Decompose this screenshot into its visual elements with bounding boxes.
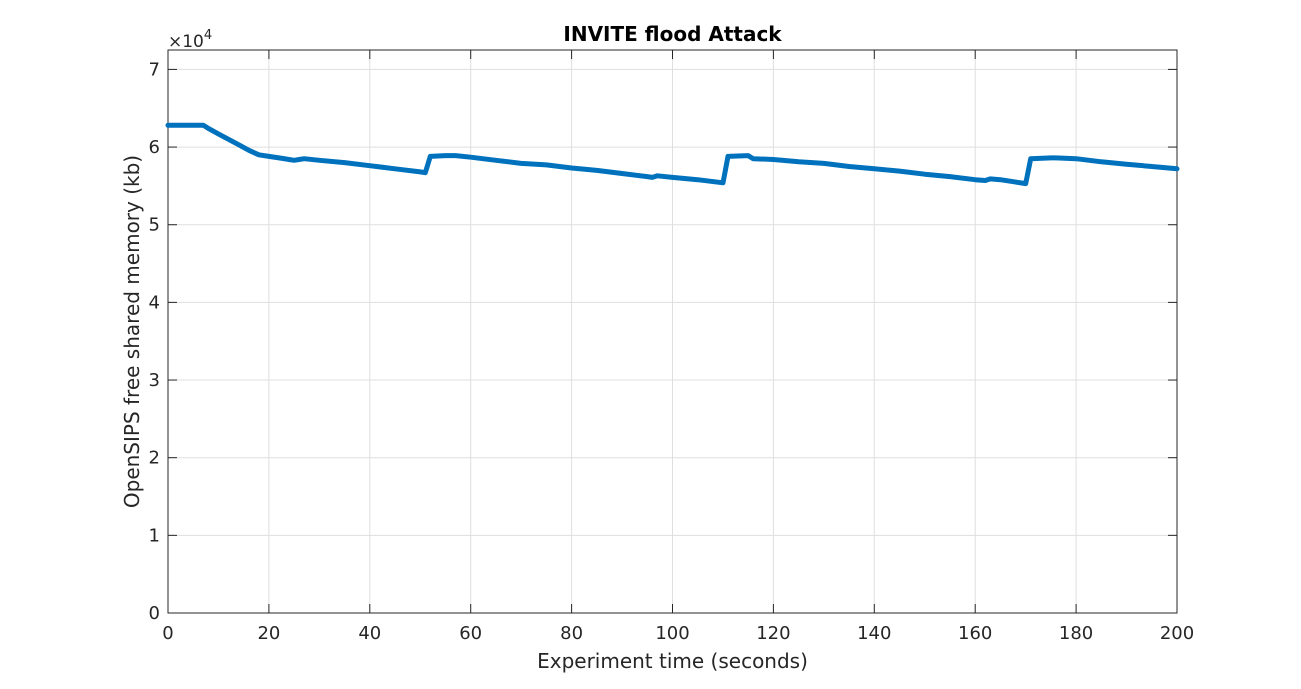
x-tick-label: 200 xyxy=(1160,623,1194,644)
x-tick-label: 60 xyxy=(459,623,482,644)
x-tick-label: 20 xyxy=(257,623,280,644)
x-tick-label: 100 xyxy=(655,623,689,644)
y-exponent-power: 4 xyxy=(204,28,212,43)
axis-ticks: 0 20 40 60 80 100 120 140 160 180 200 0 1 2 3 4 5 6 7 xyxy=(149,50,1194,644)
x-tick-label: 120 xyxy=(756,623,790,644)
y-tick-label: 0 xyxy=(149,603,160,624)
y-tick-label: 2 xyxy=(149,448,160,469)
series-layer xyxy=(165,122,1180,187)
x-tick-label: 140 xyxy=(857,623,891,644)
y-tick-label: 4 xyxy=(149,292,160,313)
y-axis-label: OpenSIPS free shared memory (kb) xyxy=(120,155,144,508)
x-tick-label: 80 xyxy=(560,623,583,644)
y-axis-exponent-label: ×104 xyxy=(168,28,212,52)
y-tick-label: 7 xyxy=(149,59,160,80)
y-exponent-base: ×10 xyxy=(168,32,204,52)
y-tick-label: 1 xyxy=(149,525,160,546)
x-tick-label: 40 xyxy=(358,623,381,644)
x-axis-label: Experiment time (seconds) xyxy=(537,649,808,673)
x-tick-label: 160 xyxy=(958,623,992,644)
x-tick-label: 180 xyxy=(1059,623,1093,644)
x-tick-label: 0 xyxy=(162,623,173,644)
y-tick-label: 5 xyxy=(149,215,160,236)
series-line xyxy=(165,122,1180,187)
grid-lines xyxy=(167,50,1178,614)
chart-title: INVITE flood Attack xyxy=(563,22,782,46)
y-tick-label: 3 xyxy=(149,370,160,391)
y-tick-label: 6 xyxy=(149,137,160,158)
